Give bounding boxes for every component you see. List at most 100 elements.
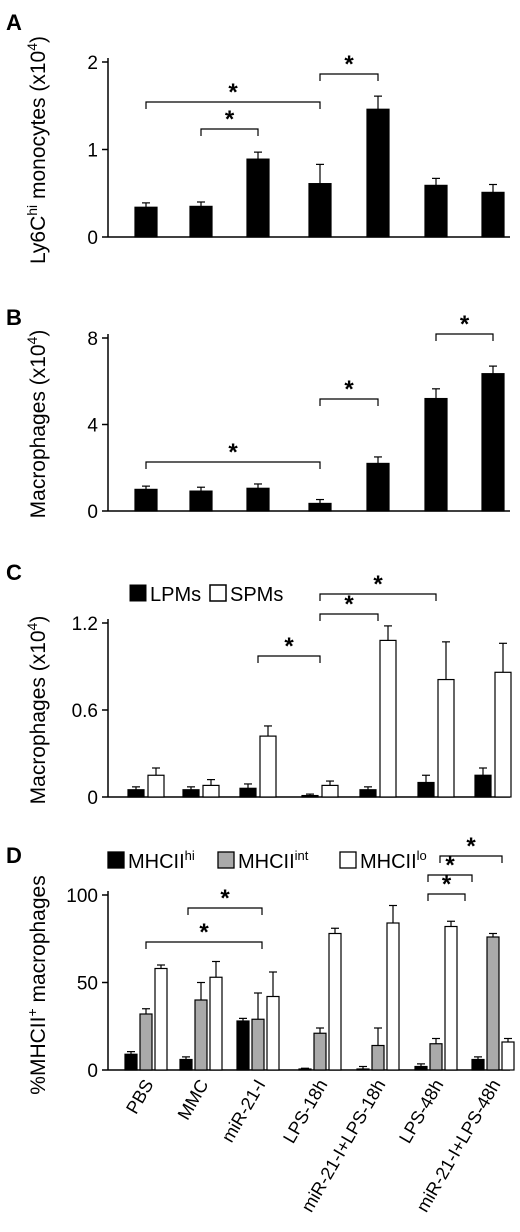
- legend-label-main: MHCII: [360, 851, 417, 873]
- legend-swatch: [129, 584, 147, 602]
- legend-swatch: [339, 851, 357, 869]
- y-tick-label: 2: [87, 53, 98, 74]
- significance-star: *: [199, 919, 209, 946]
- panel-label: C: [6, 560, 22, 585]
- bar: [494, 671, 512, 798]
- bar: [424, 397, 448, 512]
- y-tick-label: 0: [87, 788, 98, 809]
- bar: [444, 925, 458, 1071]
- bar: [298, 1068, 312, 1071]
- bar: [371, 1044, 385, 1071]
- y-axis-label-part: ): [27, 330, 50, 337]
- category-label: LPS-18h: [279, 1076, 331, 1147]
- panel-C: C 0 0.6 1.2 Macrophages (x104) * * * LPMs SPMs: [6, 560, 512, 809]
- bar: [209, 976, 223, 1071]
- bar: [202, 784, 220, 798]
- y-axis-label-part: %MHCII: [27, 1017, 50, 1095]
- bar: [308, 183, 332, 238]
- bar: [251, 1018, 265, 1071]
- legend-swatch: [217, 851, 235, 869]
- y-tick-label: 8: [87, 329, 98, 350]
- y-tick-label: 1: [87, 141, 98, 162]
- significance-bracket: [145, 101, 321, 109]
- bar: [246, 158, 270, 238]
- bar: [246, 487, 270, 512]
- bar: [266, 995, 280, 1071]
- bar: [366, 108, 390, 238]
- bar: [359, 789, 377, 798]
- significance-star: *: [225, 106, 235, 133]
- legend-label-sup: int: [295, 848, 309, 863]
- significance-bracket: [319, 593, 437, 601]
- y-axis-label: %MHCII+ macrophages: [24, 875, 50, 1094]
- y-tick-label: 0: [87, 502, 98, 523]
- significance-bracket: [319, 398, 379, 406]
- legend-label-sup: lo: [417, 848, 427, 863]
- legend-swatch: [209, 584, 227, 602]
- bar: [328, 932, 342, 1071]
- significance-bracket: [427, 893, 466, 901]
- panel-label: B: [6, 305, 22, 330]
- category-label: MMC: [174, 1076, 213, 1123]
- bar: [501, 1041, 515, 1071]
- significance-star: *: [220, 885, 230, 912]
- legend-label-sup: hi: [185, 848, 195, 863]
- bar: [437, 678, 455, 798]
- y-axis-label-part: monocytes (x10: [27, 51, 50, 205]
- legend-swatch: [107, 851, 125, 869]
- y-tick-label: 50: [77, 974, 98, 995]
- bar: [481, 191, 505, 238]
- bar: [486, 936, 500, 1071]
- bar: [386, 922, 400, 1071]
- panel-label: A: [6, 10, 22, 35]
- bar: [189, 490, 213, 512]
- bar: [313, 1032, 327, 1071]
- bar: [481, 373, 505, 512]
- bar: [139, 1013, 153, 1071]
- y-tick-label: 4: [87, 416, 98, 437]
- y-axis-label-part: Ly6C: [27, 216, 50, 264]
- significance-bracket: [145, 941, 263, 949]
- legend-label: LPMs: [150, 584, 201, 606]
- y-axis-label-part: 4: [24, 622, 40, 630]
- significance-bracket: [257, 655, 321, 663]
- significance-bracket: [145, 461, 321, 469]
- significance-star: *: [460, 311, 470, 338]
- y-axis-label: Ly6Chi monocytes (x104): [24, 36, 50, 264]
- y-tick-label: 0: [87, 228, 98, 249]
- significance-star: *: [344, 51, 354, 78]
- bar: [134, 206, 158, 238]
- bar: [189, 205, 213, 238]
- bar: [471, 1058, 485, 1071]
- legend-label-main: MHCII: [128, 851, 185, 873]
- significance-star: *: [344, 591, 354, 618]
- bar: [124, 1053, 138, 1071]
- significance-star: *: [373, 571, 383, 598]
- significance-star: *: [442, 871, 452, 898]
- category-label: PBS: [122, 1076, 157, 1117]
- y-tick-label: 0: [87, 1061, 98, 1082]
- y-axis-label-part: macrophages: [27, 875, 50, 1008]
- bar: [417, 781, 435, 798]
- bar: [134, 488, 158, 512]
- y-axis-label-part: hi: [24, 205, 40, 216]
- significance-star: *: [284, 633, 294, 660]
- y-axis-label-part: +: [24, 1008, 40, 1016]
- y-tick-label: 1.2: [72, 614, 98, 635]
- bar: [147, 774, 165, 798]
- y-axis-label-part: ): [27, 616, 50, 623]
- bar: [366, 462, 390, 512]
- bar: [127, 789, 145, 798]
- significance-bracket: [319, 613, 379, 621]
- y-axis-label-part: ): [27, 36, 50, 43]
- legend-label: MHCIIhi: [128, 848, 195, 873]
- legend-label: MHCIIlo: [360, 848, 427, 873]
- panel-label: D: [6, 843, 22, 868]
- bar: [414, 1065, 428, 1071]
- bar: [179, 1058, 193, 1071]
- significance-star: *: [344, 376, 354, 403]
